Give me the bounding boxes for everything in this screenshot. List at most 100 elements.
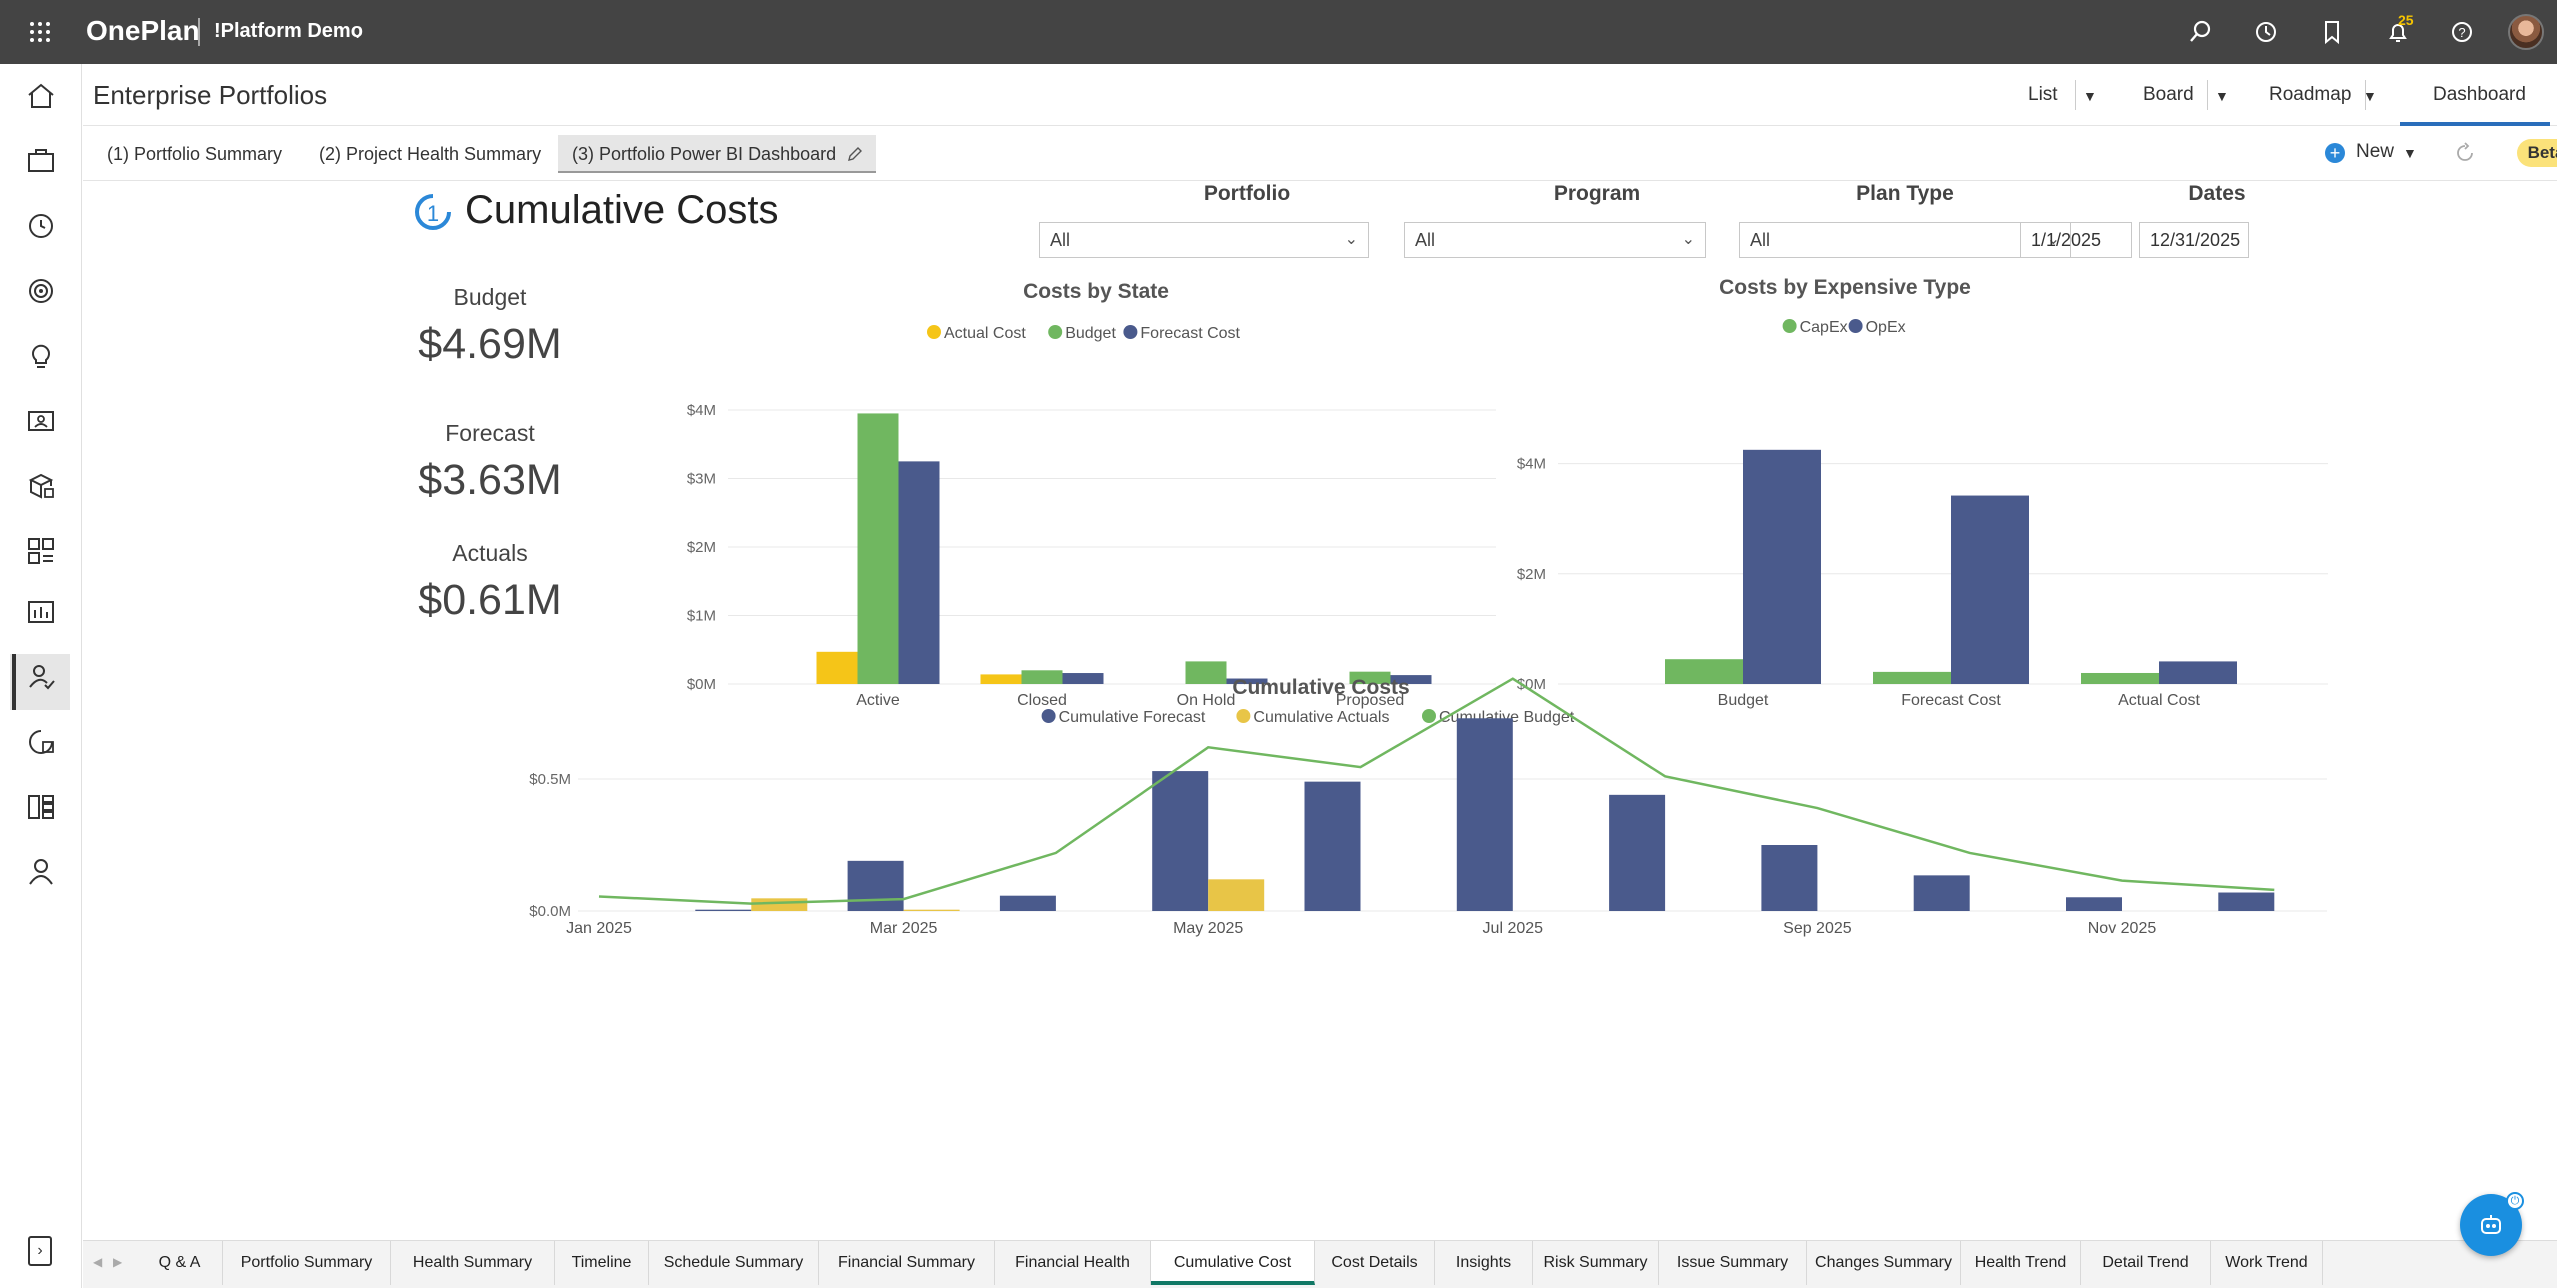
- y-tick-label: $0M: [1517, 676, 1546, 693]
- page-tab-financial-health[interactable]: Financial Health: [995, 1241, 1151, 1285]
- page-tab-portfolio-summary[interactable]: Portfolio Summary: [223, 1241, 391, 1285]
- divider: [2207, 80, 2208, 110]
- expand-nav-button[interactable]: ›: [28, 1236, 52, 1266]
- boxes-icon[interactable]: [21, 466, 61, 506]
- home-icon[interactable]: [21, 76, 61, 116]
- view-dashboard-button[interactable]: Dashboard: [2433, 84, 2526, 105]
- divider: [2365, 80, 2366, 110]
- program-value: All: [1415, 230, 1436, 250]
- x-tick-label: Budget: [1718, 692, 1769, 709]
- chevron-down-icon[interactable]: ⌄: [350, 22, 366, 42]
- plan-type-filter-label: Plan Type: [1856, 182, 1954, 205]
- view-list-button[interactable]: List: [2028, 84, 2058, 105]
- bar: [1390, 675, 1432, 684]
- help-icon[interactable]: ?: [2446, 16, 2478, 48]
- nav-active-indicator: [12, 654, 16, 710]
- chevron-down-icon: ⌄: [1681, 231, 1695, 248]
- page-tab-work-trend[interactable]: Work Trend: [2211, 1241, 2323, 1285]
- page-tab-detail-trend[interactable]: Detail Trend: [2081, 1241, 2211, 1285]
- pencil-icon[interactable]: [846, 145, 864, 163]
- caret-down-icon[interactable]: ▼: [2083, 88, 2097, 104]
- report-title: Cumulative Costs: [465, 188, 779, 232]
- people-check-icon[interactable]: [21, 657, 61, 697]
- start-date-input[interactable]: 1/1/2025: [2020, 222, 2132, 258]
- person-icon[interactable]: [21, 852, 61, 892]
- page-tab-insights[interactable]: Insights: [1435, 1241, 1533, 1285]
- chart-title: Costs by Expensive Type: [1719, 276, 1971, 299]
- x-tick-label: Actual Cost: [2118, 692, 2200, 709]
- page-tab-risk-summary[interactable]: Risk Summary: [1533, 1241, 1659, 1285]
- page-tab-financial-summary[interactable]: Financial Summary: [819, 1241, 995, 1285]
- org-chart-icon[interactable]: [21, 787, 61, 827]
- oneplan-logo-icon: 1: [415, 194, 451, 230]
- bar: [695, 909, 752, 911]
- legend-label: Actual Cost: [944, 325, 1026, 342]
- page-tab-cost-details[interactable]: Cost Details: [1315, 1241, 1435, 1285]
- report-icon[interactable]: [21, 592, 61, 632]
- bell-icon[interactable]: [2382, 16, 2414, 48]
- app-launcher-icon[interactable]: [28, 20, 52, 44]
- bar: [1609, 794, 1666, 911]
- report-page-tabs: ◀ ▶ Q & A Portfolio Summary Health Summary…: [83, 1240, 2557, 1288]
- x-tick-label: Sep 2025: [1783, 920, 1852, 937]
- timer-icon[interactable]: [21, 206, 61, 246]
- bar: [1873, 671, 1951, 684]
- refresh-icon[interactable]: [2453, 141, 2477, 165]
- plan-type-value: All: [1750, 230, 1771, 250]
- legend-marker: [1048, 325, 1063, 339]
- x-tick-label: Closed: [1017, 692, 1067, 709]
- brand-name[interactable]: OnePlan: [86, 15, 200, 46]
- x-tick-label: Proposed: [1336, 692, 1405, 709]
- tab-portfolio-summary[interactable]: (1) Portfolio Summary: [107, 144, 283, 164]
- assistant-button[interactable]: ⏻: [2460, 1192, 2524, 1256]
- contact-card-icon[interactable]: [21, 401, 61, 441]
- scroll-right-icon[interactable]: ▶: [113, 1255, 123, 1269]
- board-icon[interactable]: [21, 531, 61, 571]
- caret-down-icon[interactable]: ▼: [2215, 88, 2229, 104]
- page-tab-health-trend[interactable]: Health Trend: [1961, 1241, 2081, 1285]
- briefcase-icon[interactable]: [21, 141, 61, 181]
- analytics-icon[interactable]: [21, 722, 61, 762]
- tab-project-health-summary[interactable]: (2) Project Health Summary: [319, 144, 542, 164]
- caret-down-icon[interactable]: ▼: [2403, 145, 2417, 161]
- legend-marker: [1236, 709, 1251, 723]
- left-nav: [0, 64, 82, 1288]
- program-dropdown[interactable]: All ⌄: [1404, 222, 1706, 258]
- end-date-input[interactable]: 12/31/2025: [2139, 222, 2249, 258]
- bar: [980, 674, 1022, 684]
- page-tab-schedule-summary[interactable]: Schedule Summary: [649, 1241, 819, 1285]
- legend-label: Cumulative Forecast: [1059, 709, 1206, 726]
- view-board-button[interactable]: Board: [2143, 84, 2194, 105]
- view-roadmap-button[interactable]: Roadmap: [2269, 84, 2352, 105]
- tab-portfolio-power-bi-dashboard[interactable]: (3) Portfolio Power BI Dashboard: [558, 135, 877, 173]
- bookmark-icon[interactable]: [2316, 16, 2348, 48]
- page-tab-health-summary[interactable]: Health Summary: [391, 1241, 555, 1285]
- page-tab-issue-summary[interactable]: Issue Summary: [1659, 1241, 1807, 1285]
- report-tabs: (1) Portfolio Summary (2) Project Health…: [83, 127, 2557, 181]
- lightbulb-icon[interactable]: [21, 336, 61, 376]
- workspace-name[interactable]: !Platform Demo: [214, 20, 363, 42]
- caret-down-icon[interactable]: ▼: [2363, 88, 2377, 104]
- avatar[interactable]: [2508, 14, 2544, 50]
- scroll-left-icon[interactable]: ◀: [93, 1255, 103, 1269]
- page-tab-q-a[interactable]: Q & A: [137, 1241, 223, 1285]
- legend-label: Forecast Cost: [1140, 325, 1240, 342]
- x-tick-label: Jan 2025: [566, 920, 632, 937]
- plan-type-dropdown[interactable]: All ⌄: [1739, 222, 2071, 258]
- page-tab-cumulative-cost[interactable]: Cumulative Cost: [1151, 1241, 1315, 1285]
- page-tab-changes-summary[interactable]: Changes Summary: [1807, 1241, 1961, 1285]
- power-icon[interactable]: ⏻: [2506, 1192, 2524, 1210]
- portfolio-filter-label: Portfolio: [1203, 182, 1291, 205]
- target-icon[interactable]: [21, 271, 61, 311]
- cumulative-costs-chart: Cumulative Costs Cumulative Forecast Cumu…: [529, 676, 2327, 937]
- history-icon[interactable]: [2250, 16, 2282, 48]
- search-icon[interactable]: [2184, 16, 2216, 48]
- svg-text:1: 1: [427, 201, 439, 226]
- y-tick-label: $3M: [687, 471, 716, 488]
- legend-label: OpEx: [1866, 319, 1906, 336]
- plus-icon[interactable]: +: [2325, 143, 2345, 163]
- page-tab-timeline[interactable]: Timeline: [555, 1241, 649, 1285]
- bar: [2218, 892, 2275, 911]
- portfolio-dropdown[interactable]: All ⌄: [1039, 222, 1369, 258]
- new-button[interactable]: New: [2356, 141, 2395, 162]
